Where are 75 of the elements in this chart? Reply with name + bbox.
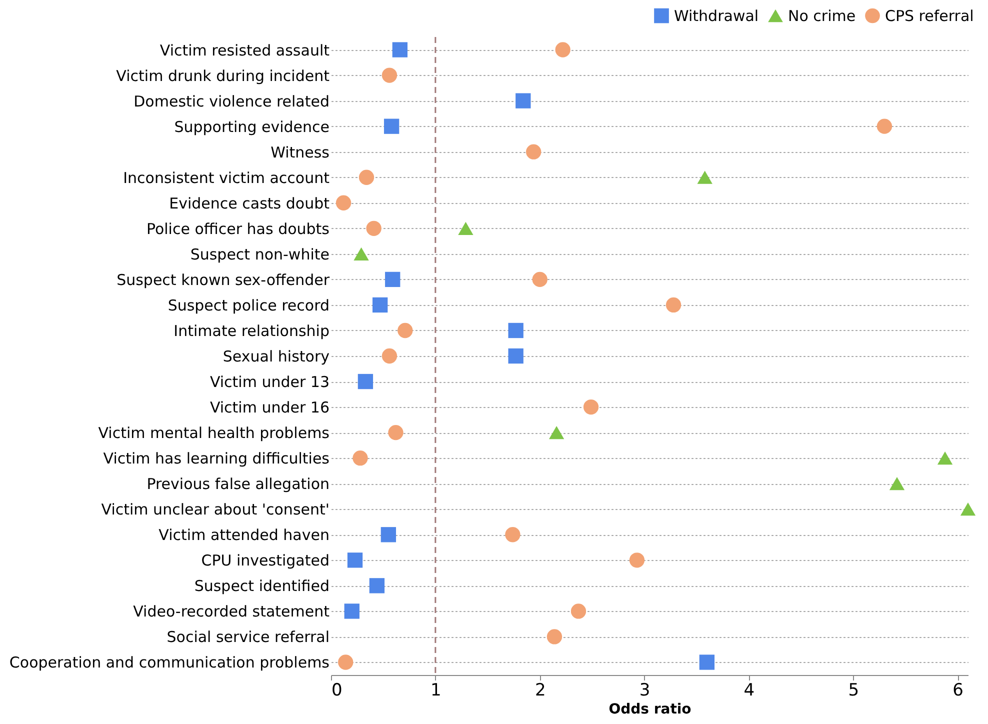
point [937, 452, 953, 465]
point [629, 552, 645, 568]
y-tick-label: Victim attended haven [158, 526, 330, 544]
point [458, 222, 474, 235]
point [555, 42, 570, 58]
x-tick-label: 5 [848, 680, 860, 700]
point [369, 578, 385, 594]
y-tick-label: Evidence casts doubt [169, 194, 330, 212]
point [380, 527, 396, 542]
legend-label: CPS referral [885, 6, 974, 25]
point [344, 604, 360, 619]
y-tick-label: Victim unclear about 'consent' [101, 500, 330, 519]
y-tick-label: Victim under 13 [210, 373, 330, 392]
point [548, 426, 564, 440]
y-tick-label: Intimate relationship [174, 322, 330, 340]
y-tick-label: Victim resisted assault [160, 41, 330, 60]
point [508, 348, 524, 364]
point [358, 374, 374, 390]
x-tick-label: 0 [332, 680, 342, 700]
point [960, 502, 976, 516]
point [889, 477, 905, 490]
point [366, 220, 382, 236]
point [583, 399, 599, 415]
x-tick-label: 1 [430, 680, 442, 700]
y-tick-label: Social service referral [166, 628, 330, 646]
point [385, 272, 400, 288]
point [354, 247, 369, 260]
point [372, 297, 388, 313]
y-tick-label: Supporting evidence [174, 118, 330, 136]
point [398, 322, 413, 338]
point [505, 527, 520, 542]
y-tick-label: Police officer has doubts [146, 220, 330, 238]
point [352, 450, 368, 466]
point [546, 629, 562, 644]
point [358, 170, 374, 185]
x-tick-label: 2 [534, 680, 546, 700]
point [666, 297, 682, 313]
x-tick-label: 3 [639, 680, 650, 700]
y-tick-label: CPU investigated [201, 552, 330, 570]
y-tick-label: Suspect non-white [190, 245, 330, 264]
point [388, 424, 404, 440]
point [508, 322, 524, 338]
y-tick-label: Domestic violence related [134, 92, 330, 110]
point [570, 604, 586, 619]
y-tick-label: Video-recorded statement [133, 602, 330, 621]
y-tick-label: Suspect known sex-offender [116, 270, 330, 289]
y-tick-label: Victim under 16 [210, 398, 330, 417]
x-tick-label: 4 [744, 680, 755, 700]
point [532, 272, 548, 288]
y-tick-label: Inconsistent victim account [123, 168, 330, 187]
x-axis-title: Odds ratio [608, 702, 692, 718]
y-tick-label: Suspect identified [194, 577, 330, 596]
point [336, 195, 352, 210]
point [382, 68, 398, 83]
point [347, 552, 363, 568]
y-tick-label: Witness [270, 143, 330, 162]
point [392, 42, 408, 58]
y-tick-label: Victim has learning difficulties [103, 450, 330, 468]
point [382, 348, 398, 364]
y-tick-label: Suspect police record [168, 296, 330, 314]
x-tick-label: 6 [952, 680, 964, 700]
point [697, 170, 712, 184]
point [699, 654, 715, 670]
point [338, 654, 354, 670]
point [876, 118, 892, 134]
legend-label: Withdrawal [674, 6, 759, 25]
y-tick-label: Victim mental health problems [98, 424, 330, 442]
legend-label: No crime [788, 6, 856, 25]
point [526, 144, 542, 160]
y-tick-label: Cooperation and communication problems [9, 654, 330, 672]
y-tick-label: Sexual history [222, 348, 330, 366]
y-tick-label: Previous false allegation [146, 475, 330, 494]
point [384, 118, 400, 134]
y-tick-label: Victim drunk during incident [116, 66, 330, 85]
point [516, 93, 531, 108]
